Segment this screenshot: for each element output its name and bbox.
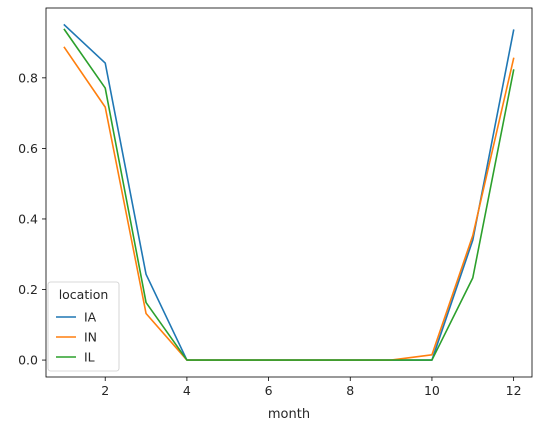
x-axis: 2 4 6 8 10 12 [101,377,522,398]
legend-entries: IA IN IL [56,310,97,365]
series-line-ia [63,23,515,361]
series-line-il [63,28,515,361]
x-tick-label: 8 [346,383,354,398]
series-layer [63,23,515,361]
legend: location IA IN IL [47,281,120,372]
legend-box [47,281,120,372]
y-tick-label: 0.8 [18,70,38,85]
plot-frame [45,7,533,378]
legend-label-il: IL [84,350,95,365]
x-tick-label: 10 [424,383,440,398]
x-tick-label: 2 [101,383,109,398]
y-axis: 0.0 0.2 0.4 0.6 0.8 [18,70,46,368]
legend-label-in: IN [84,330,97,345]
x-tick-label: 6 [265,383,273,398]
x-tick-label: 4 [183,383,191,398]
legend-label-ia: IA [84,310,97,325]
y-tick-label: 0.4 [18,211,38,226]
legend-title: location [59,287,109,302]
y-tick-label: 0.2 [18,282,38,297]
y-tick-label: 0.0 [18,353,38,368]
y-tick-label: 0.6 [18,141,38,156]
x-tick-label: 12 [506,383,522,398]
x-axis-label: month [268,407,310,422]
